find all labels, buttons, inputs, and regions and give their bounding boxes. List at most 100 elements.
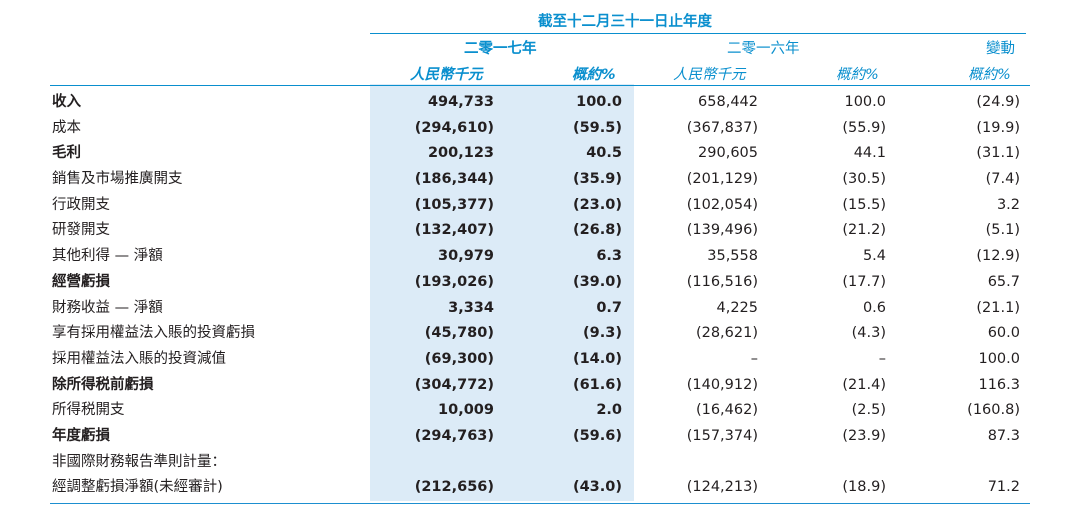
pct-change: (7.4)	[985, 171, 1020, 188]
value-2016: (102,054)	[686, 196, 758, 213]
period-underline	[370, 33, 1026, 34]
row-label: 非國際財務報告準則計量：	[52, 453, 226, 470]
pct-2017: (26.8)	[572, 222, 622, 239]
pct-change: 87.3	[987, 427, 1020, 444]
pct-2016: 100.0	[844, 94, 886, 110]
value-2016: (157,374)	[686, 427, 758, 444]
pct-2016: 5.4	[862, 248, 886, 265]
pct-change: 60.0	[987, 325, 1020, 342]
row-label: 除所得税前虧損	[52, 376, 154, 393]
row-label: 毛利	[52, 145, 81, 162]
value-2017: (186,344)	[414, 171, 494, 188]
value-2017: (45,780)	[424, 325, 494, 342]
value-2017: (294,763)	[414, 427, 494, 444]
rmb-2016-header: 人民幣千元	[673, 67, 746, 83]
value-2017: (304,772)	[414, 376, 494, 393]
value-2016: (367,837)	[686, 119, 758, 136]
table-row: 其他利得 — 淨額 30,979 6.3 35,558 5.4 (12.9)	[0, 244, 1080, 270]
pct-2016: (2.5)	[851, 402, 886, 419]
pct-change: (12.9)	[976, 248, 1020, 265]
pct-2016-header: 概約%	[836, 67, 879, 83]
row-label: 享有採用權益法入賬的投資虧損	[52, 325, 255, 342]
pct-change: 65.7	[987, 273, 1020, 290]
table-row: 除所得税前虧損 (304,772) (61.6) (140,912) (21.4…	[0, 373, 1080, 399]
rmb-2017-header: 人民幣千元	[410, 67, 483, 83]
pct-2016: (30.5)	[842, 171, 886, 188]
row-label: 行政開支	[52, 196, 110, 213]
table-row: 採用權益法入賬的投資減值 (69,300) (14.0) – – 100.0	[0, 347, 1080, 373]
pct-2017: (23.0)	[572, 196, 622, 213]
pct-2017: 6.3	[596, 248, 622, 265]
table-row: 所得税開支 10,009 2.0 (16,462) (2.5) (160.8)	[0, 398, 1080, 424]
table-row: 享有採用權益法入賬的投資虧損 (45,780) (9.3) (28,621) (…	[0, 321, 1080, 347]
year-2016-header: 二零一六年	[727, 41, 800, 57]
value-2016: 35,558	[707, 248, 758, 265]
value-2017: 10,009	[438, 402, 494, 419]
pct-2016: (18.9)	[842, 479, 886, 496]
value-2017: (294,610)	[414, 119, 494, 136]
pct-2016: (21.2)	[842, 222, 886, 239]
value-2017: (132,407)	[414, 222, 494, 239]
period-header: 截至十二月三十一日止年度	[538, 14, 712, 30]
pct-2016: (23.9)	[842, 427, 886, 444]
table-row: 年度虧損 (294,763) (59.6) (157,374) (23.9) 8…	[0, 424, 1080, 450]
value-2017: (212,656)	[414, 479, 494, 496]
pct-2016: (17.7)	[842, 273, 886, 290]
value-2016: (140,912)	[686, 376, 758, 393]
table-row: 收入 494,733 100.0 658,442 100.0 (24.9)	[0, 90, 1080, 116]
pct-change: (31.1)	[976, 145, 1020, 162]
pct-2017: 40.5	[586, 145, 622, 162]
bottom-rule	[50, 503, 1030, 504]
value-2017: 200,123	[427, 145, 494, 162]
pct-2016: 0.6	[862, 299, 886, 316]
row-label: 收入	[52, 94, 81, 110]
value-2017: (193,026)	[414, 273, 494, 290]
row-label: 採用權益法入賬的投資減值	[52, 350, 226, 367]
pct-change: 100.0	[978, 350, 1020, 367]
header-rule	[50, 85, 1030, 86]
value-2017: 494,733	[427, 94, 494, 110]
pct-change: (24.9)	[976, 94, 1020, 110]
year-2017-header: 二零一七年	[464, 41, 537, 57]
pct-2017: 0.7	[596, 299, 622, 316]
value-2016: (201,129)	[686, 171, 758, 188]
pct-2016: (21.4)	[842, 376, 886, 393]
pct-2017: (14.0)	[572, 350, 622, 367]
table-row: 經營虧損 (193,026) (39.0) (116,516) (17.7) 6…	[0, 270, 1080, 296]
pct-2017: (39.0)	[572, 273, 622, 290]
value-2017: 3,334	[448, 299, 494, 316]
row-label: 研發開支	[52, 222, 110, 239]
value-2016: 290,605	[698, 145, 758, 162]
table-row: 經調整虧損淨額(未經審計) (212,656) (43.0) (124,213)…	[0, 475, 1080, 501]
pct-change: (19.9)	[976, 119, 1020, 136]
value-2016: (116,516)	[686, 273, 758, 290]
pct-2016: –	[878, 350, 886, 367]
pct-2017: (9.3)	[583, 325, 622, 342]
pct-2016: (15.5)	[842, 196, 886, 213]
pct-2016: (4.3)	[851, 325, 886, 342]
row-label: 經調整虧損淨額(未經審計)	[52, 479, 223, 496]
pct-2017: (59.6)	[572, 427, 622, 444]
pct-change: 3.2	[996, 196, 1020, 213]
pct-2016: 44.1	[853, 145, 886, 162]
value-2016: 4,225	[716, 299, 758, 316]
pct-change-header: 概約%	[968, 67, 1011, 83]
pct-2017: (43.0)	[572, 479, 622, 496]
row-label: 其他利得 — 淨額	[52, 248, 163, 265]
value-2017: 30,979	[438, 248, 494, 265]
pct-2017: (59.5)	[572, 119, 622, 136]
pct-change: (21.1)	[976, 299, 1020, 316]
pct-2017: 100.0	[576, 94, 622, 110]
pct-2017: (61.6)	[572, 376, 622, 393]
table-row: 行政開支 (105,377) (23.0) (102,054) (15.5) 3…	[0, 193, 1080, 219]
value-2016: –	[750, 350, 758, 367]
pct-2016: (55.9)	[842, 119, 886, 136]
pct-change: 116.3	[978, 376, 1020, 393]
row-label: 年度虧損	[52, 427, 110, 444]
highlight-column-2017	[370, 84, 634, 501]
row-label: 財務收益 — 淨額	[52, 299, 163, 316]
pct-2017: (35.9)	[572, 171, 622, 188]
table-row: 毛利 200,123 40.5 290,605 44.1 (31.1)	[0, 141, 1080, 167]
value-2016: (124,213)	[686, 479, 758, 496]
pct-change: 71.2	[987, 479, 1020, 496]
